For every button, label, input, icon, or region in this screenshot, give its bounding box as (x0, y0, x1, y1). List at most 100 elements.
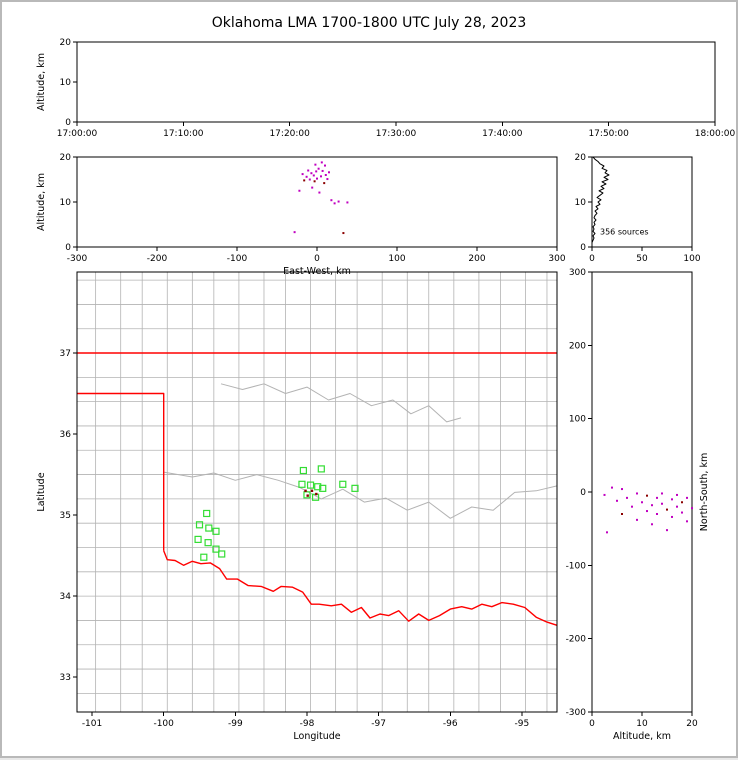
source-point (342, 232, 345, 235)
y-tick-label: 37 (60, 349, 71, 359)
source-point (308, 178, 311, 181)
source-point (621, 513, 623, 515)
y-tick-label: 33 (60, 673, 71, 683)
flash-marker (306, 481, 315, 489)
x-tick-label: 17:30:00 (376, 129, 417, 139)
flash-marker (303, 491, 311, 499)
x-tick-label: 20 (686, 719, 698, 729)
source-point (603, 493, 606, 496)
source-point (621, 488, 623, 491)
source-point (324, 164, 326, 167)
x-tick-label: -101 (82, 719, 102, 729)
flash-marker (317, 465, 325, 473)
source-point (313, 180, 316, 183)
panel-source-histogram: 0 50 100 0 10 20 356 sources (575, 153, 701, 264)
y-tick-label: 0 (65, 243, 71, 253)
y-tick-label: 36 (60, 430, 72, 440)
y-tick-label: 35 (60, 511, 71, 521)
x-tick-label: 17:50:00 (588, 129, 629, 139)
flash-marker (299, 466, 307, 475)
source-point (320, 175, 322, 178)
source-point (328, 171, 330, 174)
source-point (315, 492, 318, 496)
y-tick-label: 100 (569, 415, 586, 425)
source-point (312, 174, 315, 177)
source-point (636, 518, 638, 521)
x-tick-label: -300 (67, 254, 88, 264)
x-tick-label: -100 (227, 254, 248, 264)
y-axis-label: Altitude, km (36, 53, 47, 111)
flash-marker (319, 484, 327, 492)
flash-marker (195, 521, 204, 529)
y-tick-label: 20 (60, 153, 72, 163)
x-tick-label: -95 (515, 719, 530, 729)
flash-marker (212, 527, 220, 535)
x-tick-label: 0 (589, 254, 595, 264)
source-point (681, 501, 683, 504)
panel-frame (591, 271, 693, 713)
source-point (301, 173, 304, 176)
y-tick-label: -300 (566, 708, 587, 718)
source-point (320, 161, 323, 164)
source-point (317, 167, 320, 170)
source-point (346, 201, 349, 204)
flash-marker (203, 509, 211, 518)
y-tick-label: 10 (575, 198, 587, 208)
y-tick-label: 300 (569, 268, 586, 278)
x-tick-label: 17:40:00 (482, 129, 523, 139)
x-tick-label: 18:00:00 (695, 129, 736, 139)
source-point (646, 494, 648, 497)
y-tick-label: 34 (60, 592, 72, 602)
x-tick-label: -200 (147, 254, 168, 264)
x-tick-label: -100 (153, 719, 174, 729)
x-tick-label: 17:10:00 (163, 129, 204, 139)
flash-marker (314, 483, 322, 491)
source-point (641, 501, 643, 504)
panel-ns-height: 0 10 20 300 200 100 0 -100 -200 -300 Altitude, km N… (566, 268, 710, 742)
source-point (666, 529, 668, 532)
source-point (661, 502, 663, 505)
x-tick-label: -97 (371, 719, 386, 729)
panel-frame (76, 41, 716, 123)
source-point (310, 489, 314, 492)
source-point (676, 493, 678, 496)
y-tick-label: 0 (580, 488, 586, 498)
panel-time-height: 17:00:00 17:10:00 17:20:00 17:30:00 17:40:00… (36, 38, 735, 139)
x-tick-label: -96 (443, 719, 458, 729)
x-tick-label: 300 (548, 254, 565, 264)
y-axis-label: Latitude (36, 472, 47, 511)
source-point (333, 202, 336, 205)
y-tick-label: 10 (60, 198, 72, 208)
y-tick-label: 0 (65, 118, 71, 128)
source-point (310, 172, 313, 175)
y-axis-label-right: North-South, km (699, 453, 710, 531)
y-tick-label: 200 (569, 341, 586, 351)
x-tick-label: 10 (636, 719, 648, 729)
panel-plan-view-map: -101 -100 -99 -98 -97 -96 -95 33 34 35 36 37 Longitu… (36, 271, 558, 742)
source-point (305, 175, 308, 178)
x-tick-label: 100 (388, 254, 405, 264)
y-tick-label: -100 (566, 561, 587, 571)
source-point (611, 486, 613, 489)
x-tick-label: 50 (636, 254, 648, 264)
x-tick-label: 17:20:00 (269, 129, 310, 139)
source-point (671, 515, 673, 518)
source-point (307, 169, 310, 172)
x-tick-label: -99 (228, 719, 243, 729)
x-axis-label: Longitude (293, 731, 340, 742)
source-point (326, 178, 329, 181)
y-tick-label: 0 (580, 243, 586, 253)
x-tick-label: 0 (589, 719, 595, 729)
source-point (606, 531, 608, 534)
y-tick-label: 20 (575, 153, 587, 163)
source-point (303, 179, 306, 182)
source-point (298, 189, 301, 192)
source-point (686, 496, 688, 499)
source-point (315, 170, 318, 173)
source-point (666, 508, 668, 511)
y-axis-label: Altitude, km (36, 173, 47, 231)
source-point (691, 507, 693, 510)
source-point (304, 489, 307, 492)
